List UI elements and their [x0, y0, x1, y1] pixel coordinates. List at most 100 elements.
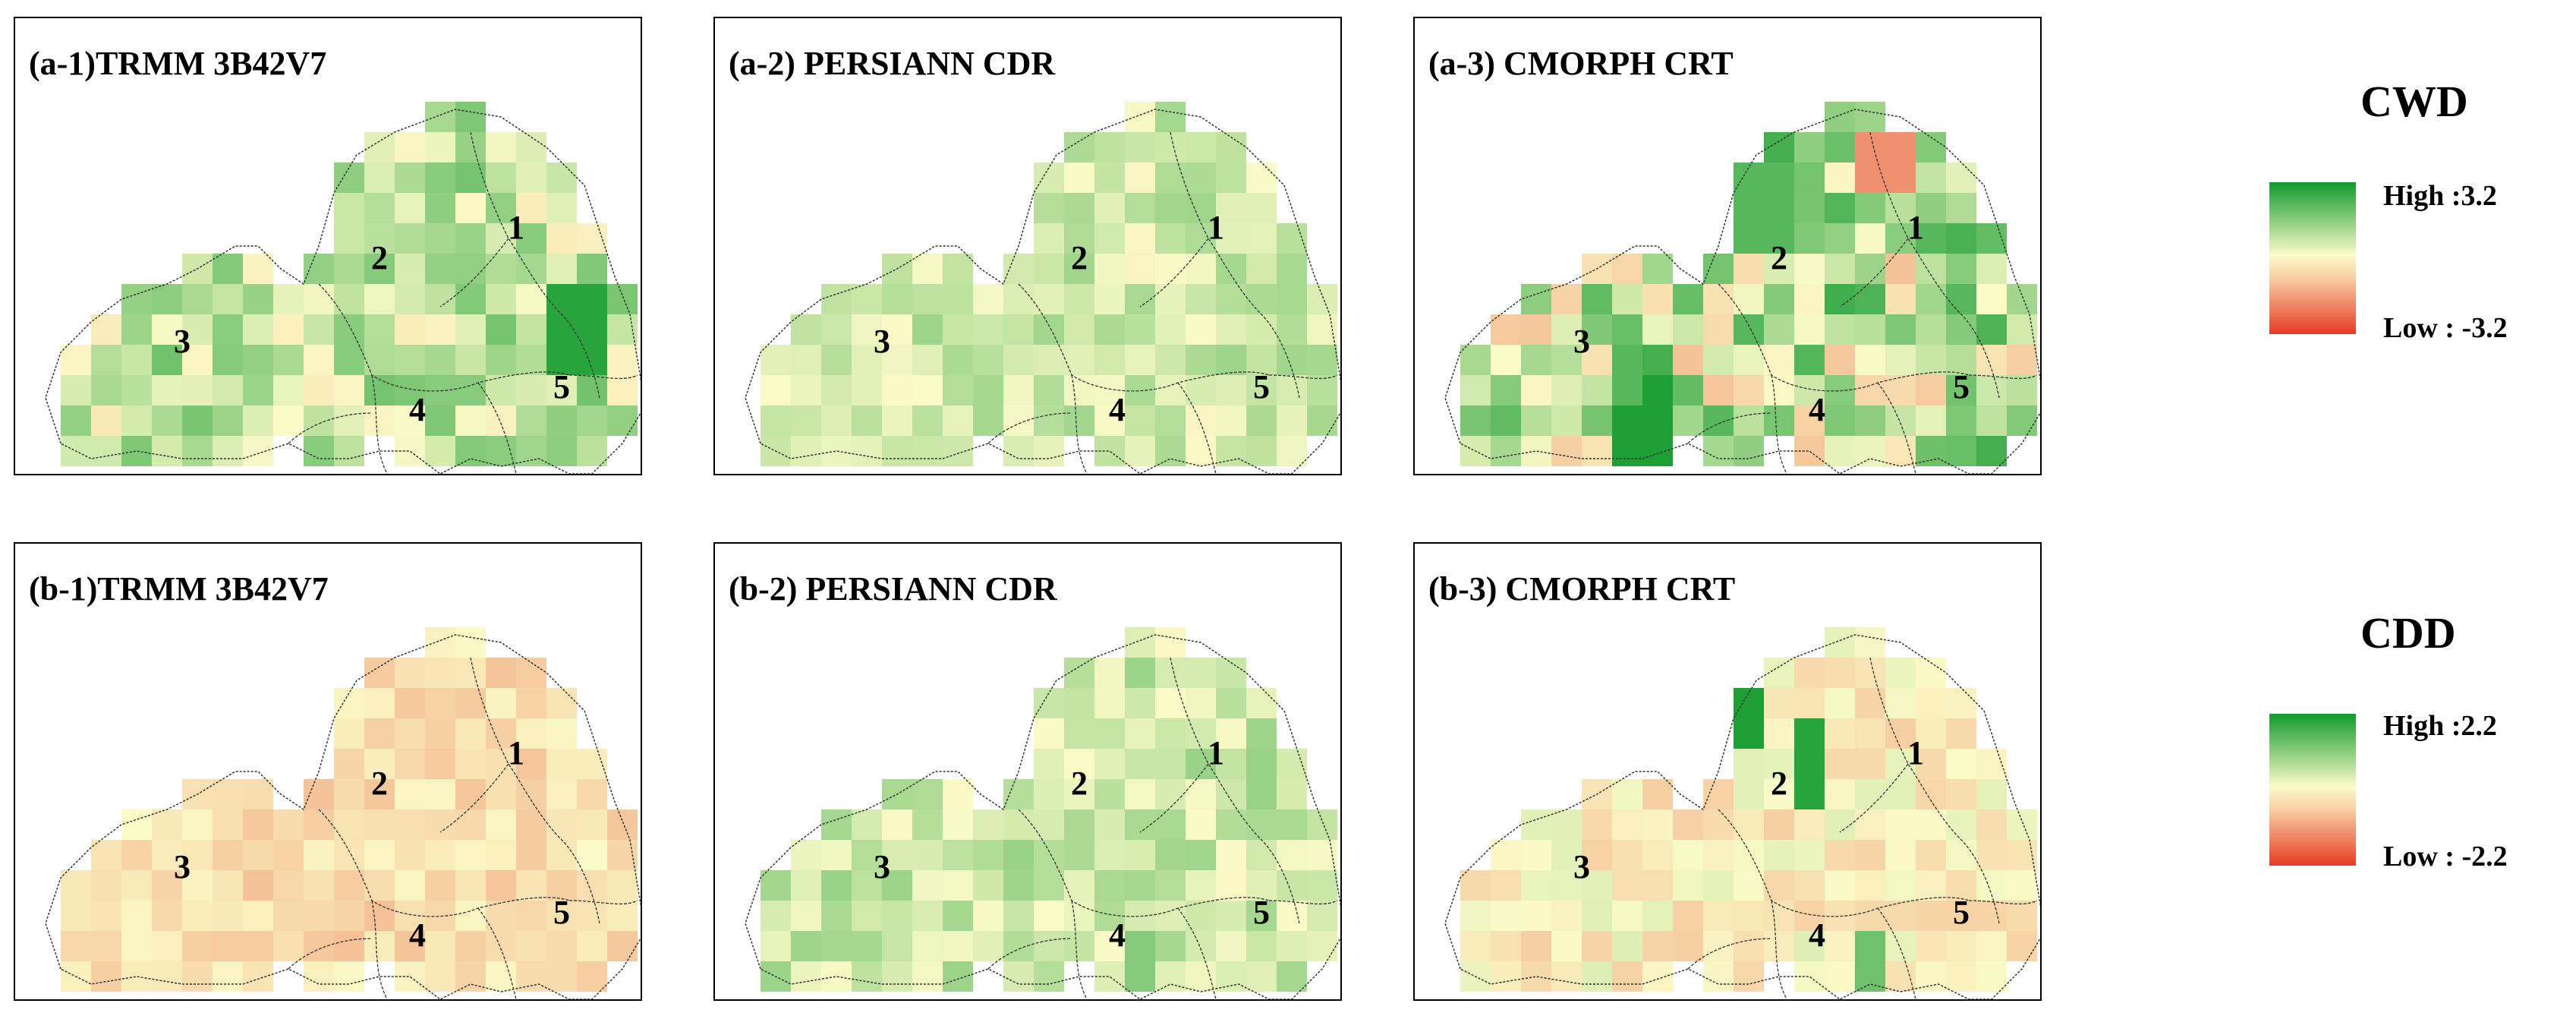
grid-cell [761, 931, 791, 961]
grid-cell [213, 901, 243, 931]
grid-cell [1734, 931, 1764, 961]
grid-cell [1764, 840, 1794, 870]
grid-cell [577, 749, 607, 779]
basin-outline [745, 109, 1340, 474]
grid-cell [152, 375, 182, 405]
grid-cell [882, 345, 912, 375]
grid-cell [607, 345, 638, 375]
subbasin-boundary [1968, 374, 2038, 380]
grid-cell [425, 901, 455, 931]
subbasin-boundary [1139, 763, 1209, 833]
region-label: 1 [1208, 734, 1224, 771]
grid-cell [273, 405, 304, 436]
grid-cell [1794, 749, 1825, 779]
grid-cell [1794, 840, 1825, 870]
grid-cell [1125, 345, 1155, 375]
grid-cell [1764, 254, 1794, 284]
grid-cell [1885, 809, 1916, 840]
grid-cell [91, 436, 121, 466]
grid-cell [61, 870, 91, 901]
grid-cell [1155, 840, 1186, 870]
grid-cell [1521, 840, 1551, 870]
grid-cell [1855, 749, 1885, 779]
grid-cell [1642, 405, 1673, 436]
grid-cell [1794, 132, 1825, 162]
region-label: 5 [1953, 894, 1970, 931]
grid-cell [91, 961, 121, 992]
grid-cell [1612, 284, 1642, 314]
grid-cell [943, 840, 973, 870]
subbasin-boundary [1268, 374, 1338, 380]
grid-cell [912, 314, 943, 345]
grid-cell [516, 314, 546, 345]
grid-cell [121, 901, 152, 931]
grid-cell [1764, 809, 1794, 840]
region-label: 4 [409, 917, 426, 954]
grid-cell [1885, 284, 1916, 314]
grid-cell [1764, 688, 1794, 718]
grid-cell [546, 405, 577, 436]
grid-cell [1794, 718, 1825, 749]
grid-cell [1125, 436, 1155, 466]
grid-cell [1764, 223, 1794, 254]
grid-cell [152, 345, 182, 375]
grid-cell [425, 779, 455, 809]
region-label: 5 [1953, 368, 1970, 405]
grid-cell [152, 870, 182, 901]
grid-cell [1946, 779, 1976, 809]
grid-cell [973, 809, 1003, 840]
grid-cell [213, 314, 243, 345]
grid-cell [1246, 749, 1277, 779]
grid-cell [1855, 345, 1885, 375]
grid-cell [1246, 314, 1277, 345]
grid-cell [1155, 809, 1186, 840]
grid-cell [455, 961, 486, 992]
grid-cell [1673, 314, 1703, 345]
grid-cell [1551, 840, 1582, 870]
grid-cell [761, 870, 791, 901]
grid-cell [304, 375, 334, 405]
grid-cell [1673, 809, 1703, 840]
grid-cell [91, 345, 121, 375]
grid-cell [1855, 658, 1885, 688]
grid-cell [1916, 961, 1946, 992]
grid-cell [516, 779, 546, 809]
subbasin-boundary [318, 809, 570, 917]
grid-cell [395, 809, 425, 840]
region-label: 5 [1253, 368, 1270, 405]
grid-cell [243, 284, 273, 314]
region-label: 1 [1907, 734, 1924, 771]
grid-cell [1277, 779, 1307, 809]
grid-cell [1946, 840, 1976, 870]
grid-cell [1246, 870, 1277, 901]
grid-cell [1976, 809, 2007, 840]
grid-cell [364, 901, 395, 931]
grid-cell [1186, 436, 1216, 466]
grid-cell [455, 931, 486, 961]
grid-cell [304, 931, 334, 961]
grid-cell [943, 779, 973, 809]
grid-cell [1946, 345, 1976, 375]
grid-cell [546, 718, 577, 749]
grid-cell [852, 840, 882, 870]
grid-cell [973, 405, 1003, 436]
grid-cell [1976, 931, 2007, 961]
grid-cell [546, 162, 577, 193]
grid-cell [1885, 405, 1916, 436]
grid-cell [1551, 436, 1582, 466]
grid-cell [1825, 102, 1855, 132]
grid-cell [1825, 405, 1855, 436]
grid-cell [821, 314, 852, 345]
grid-cell [761, 375, 791, 405]
grid-cell [1155, 931, 1186, 961]
grid-cell [213, 961, 243, 992]
grid-cell [425, 840, 455, 870]
grid-cell [121, 840, 152, 870]
subbasin-boundary [1139, 238, 1209, 308]
grid-cell [791, 901, 821, 931]
grid-cell [1916, 375, 1946, 405]
grid-cell [364, 840, 395, 870]
subbasin-boundary [1869, 657, 2000, 924]
grid-cell [152, 405, 182, 436]
grid-cell [1946, 162, 1976, 193]
